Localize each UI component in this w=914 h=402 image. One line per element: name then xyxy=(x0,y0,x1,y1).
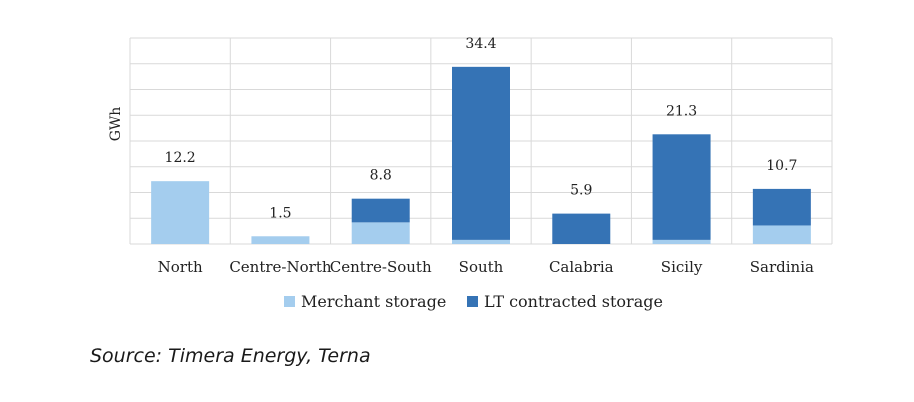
bar-lt-contracted-centre-south xyxy=(351,198,410,223)
data-label-centre-north: 1.5 xyxy=(269,205,291,221)
x-tick-label-centre-south: Centre-South xyxy=(330,258,432,276)
bar-merchant-north xyxy=(151,181,210,244)
chart: 12.2 1.5 8.8 34.4 5.9 21.3 10.7 North Centre-No… xyxy=(108,36,833,311)
bar-lt-contracted-sicily xyxy=(652,134,711,240)
legend-swatch-merchant xyxy=(284,296,295,307)
data-label-sardinia: 10.7 xyxy=(766,158,797,174)
legend-swatch-lt-contracted xyxy=(467,296,478,307)
bar-merchant-centre-north xyxy=(251,236,310,244)
bar-merchant-sicily xyxy=(652,239,711,244)
x-tick-label-north: North xyxy=(158,258,203,276)
x-tick-label-calabria: Calabria xyxy=(549,258,614,276)
x-tick-label-south: South xyxy=(459,258,504,276)
legend-label-lt-contracted: LT contracted storage xyxy=(484,292,663,311)
data-label-north: 12.2 xyxy=(165,150,196,166)
data-labels: 12.2 1.5 8.8 34.4 5.9 21.3 10.7 xyxy=(165,36,798,221)
source-note: Source: Timera Energy, Terna xyxy=(90,345,371,367)
x-tick-label-centre-north: Centre-North xyxy=(229,258,332,276)
bars xyxy=(151,66,811,244)
legend: Merchant storage LT contracted storage xyxy=(284,292,663,311)
legend-label-merchant: Merchant storage xyxy=(301,292,446,311)
x-tick-label-sicily: Sicily xyxy=(661,258,703,276)
data-label-calabria: 5.9 xyxy=(570,183,592,199)
x-tick-label-sardinia: Sardinia xyxy=(750,258,814,276)
bar-lt-contracted-calabria xyxy=(552,213,611,244)
data-label-centre-south: 8.8 xyxy=(370,168,392,184)
bar-lt-contracted-south xyxy=(452,66,510,240)
bar-merchant-south xyxy=(452,239,510,244)
data-label-south: 34.4 xyxy=(465,36,496,52)
bar-merchant-sardinia xyxy=(752,225,811,244)
data-label-sicily: 21.3 xyxy=(666,103,697,119)
bar-merchant-centre-south xyxy=(351,222,410,244)
y-axis-label: GWh xyxy=(108,107,124,142)
bar-lt-contracted-sardinia xyxy=(752,188,811,226)
